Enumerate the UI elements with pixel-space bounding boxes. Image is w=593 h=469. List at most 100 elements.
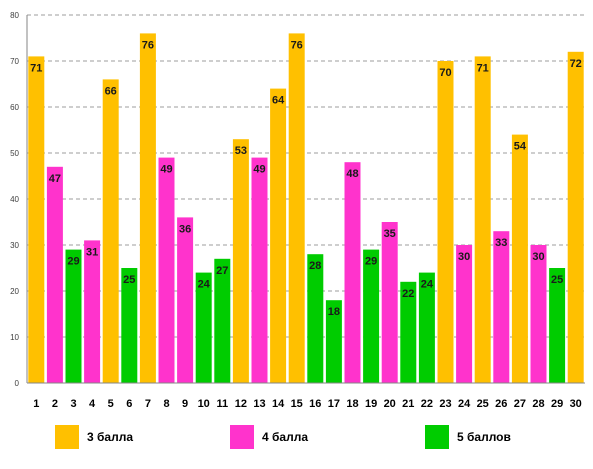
bar [363,249,380,383]
x-tick-label: 7 [145,398,151,410]
legend-item-4-balla: 4 балла [230,425,308,449]
x-tick-label: 16 [309,398,321,410]
x-tick-label: 18 [346,398,358,410]
legend-label-5-ballov: 5 баллов [457,430,511,444]
x-tick-label: 5 [108,398,114,410]
x-tick-label: 24 [458,398,471,410]
bar [325,300,342,383]
data-label: 47 [49,173,61,185]
data-label: 29 [67,256,79,268]
data-label: 53 [235,145,247,157]
legend-label-4-balla: 4 балла [262,430,309,444]
y-tick-label: 40 [10,195,19,204]
legend-label-3-balla: 3 балла [87,430,134,444]
data-label: 36 [179,223,191,235]
data-label: 70 [439,67,451,79]
x-tick-label: 15 [291,398,303,410]
bar [251,157,268,383]
x-tick-label: 9 [182,398,188,410]
x-tick-label: 20 [384,398,396,410]
bar [84,240,101,383]
bar [344,162,361,383]
legend-swatch-3-balla [55,425,79,449]
bar [418,272,435,383]
bar [381,222,398,383]
x-tick-label: 21 [402,398,414,410]
bar [158,157,175,383]
x-tick-label: 25 [477,398,489,410]
bar [232,139,249,383]
data-label: 48 [346,168,358,180]
y-tick-label: 80 [10,11,19,20]
bar [195,272,212,383]
x-tick-label: 17 [328,398,340,410]
data-label: 25 [551,274,563,286]
bar [288,33,305,384]
bar [567,51,584,384]
x-tick-label: 14 [272,398,285,410]
data-label: 25 [123,274,135,286]
data-label: 71 [477,62,489,74]
y-tick-label: 60 [10,103,19,112]
bars [28,33,584,384]
data-label: 66 [105,85,117,97]
bar [121,268,138,383]
bar [437,61,454,383]
data-labels: 71 47 29 31 66 25 76 49 36 24 27 53 49 64 76 28 18 48 29 35… [30,39,582,318]
data-label: 27 [216,265,228,277]
x-tick-label: 6 [126,398,132,410]
x-tick-label: 19 [365,398,377,410]
x-tick-label: 29 [551,398,563,410]
data-label: 49 [160,164,172,176]
x-tick-label: 10 [198,398,210,410]
bar [28,56,45,384]
bar [474,56,491,384]
bar [493,231,510,383]
data-label: 33 [495,237,507,249]
x-tick-label: 22 [421,398,433,410]
legend-item-3-balla: 3 балла [55,425,133,449]
bar [511,134,528,383]
x-tick-label: 11 [216,398,228,410]
x-tick-label: 13 [253,398,265,410]
bar [139,33,156,384]
bar [270,88,287,383]
bar [307,254,324,383]
x-tick-label: 3 [70,398,76,410]
data-label: 29 [365,256,377,268]
x-tick-label: 1 [33,398,39,410]
bar [102,79,119,384]
x-tick-label: 28 [532,398,544,410]
data-label: 30 [458,251,470,263]
bar [214,258,231,383]
data-label: 49 [253,164,265,176]
bar [400,281,417,383]
legend-swatch-4-balla [230,425,254,449]
legend: 3 балла 4 балла 5 баллов [0,425,593,453]
gridlines [27,14,585,338]
x-tick-label: 12 [235,398,247,410]
x-tick-label: 23 [439,398,451,410]
x-axis: 1 2 3 4 5 6 7 8 9 10 11 12 13 14 15 16 17 18 19 20 21 22 23 24 2… [27,382,585,410]
data-label: 76 [142,39,154,51]
x-tick-label: 2 [52,398,58,410]
data-label: 54 [514,141,527,153]
data-label: 22 [402,288,414,300]
y-tick-label: 10 [10,333,19,342]
x-tick-label: 30 [570,398,582,410]
data-label: 31 [86,246,98,258]
legend-item-5-ballov: 5 баллов [425,425,511,449]
data-label: 24 [421,279,434,291]
x-tick-label: 26 [495,398,507,410]
bar [177,217,194,383]
data-label: 24 [198,279,211,291]
legend-swatch-5-ballov [425,425,449,449]
x-tick-label: 8 [163,398,169,410]
data-label: 76 [291,39,303,51]
bar [456,245,473,383]
y-tick-label: 30 [10,241,19,250]
data-label: 35 [384,228,396,240]
data-label: 64 [272,95,285,107]
y-tick-label: 70 [10,57,19,66]
